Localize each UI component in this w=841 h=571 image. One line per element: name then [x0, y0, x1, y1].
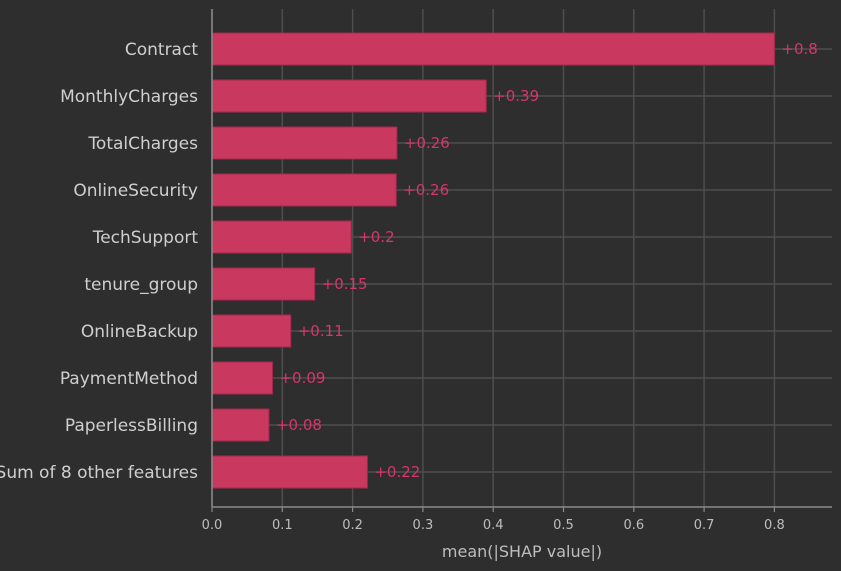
x-tick-label-5: 0.5	[553, 518, 574, 533]
bar-2	[211, 126, 398, 160]
bar-3	[211, 173, 397, 207]
axis-layer: Contract MonthlyCharges TotalCharges Online…	[0, 9, 832, 533]
bar-1	[211, 79, 487, 113]
bar-layer: +0.8 +0.39 +0.26 +0.26 +0.2 +0.15 +0.11 +0.09 +0…	[211, 32, 818, 489]
y-tick-label-9: Sum of 8 other features	[0, 463, 198, 483]
value-label-7: +0.09	[279, 369, 325, 387]
value-label-2: +0.26	[404, 134, 450, 152]
value-label-3: +0.26	[403, 181, 449, 199]
bar-8	[211, 408, 270, 442]
value-label-0: +0.8	[781, 40, 817, 58]
bar-7	[211, 361, 273, 395]
value-label-8: +0.08	[276, 416, 322, 434]
bar-4	[211, 220, 352, 254]
x-tick-label-2: 0.2	[342, 518, 363, 533]
x-tick-label-0: 0.0	[202, 518, 223, 533]
value-label-6: +0.11	[298, 322, 344, 340]
value-label-5: +0.15	[322, 275, 368, 293]
y-tick-label-0: Contract	[125, 40, 198, 60]
y-tick-label-4: TechSupport	[92, 228, 199, 248]
x-axis-label: mean(|SHAP value|)	[442, 542, 602, 561]
x-tick-label-4: 0.4	[483, 518, 504, 533]
bar-9	[211, 455, 368, 489]
x-tick-label-8: 0.8	[764, 518, 785, 533]
y-tick-label-7: PaymentMethod	[60, 369, 198, 389]
y-tick-label-8: PaperlessBilling	[65, 416, 198, 436]
y-tick-label-2: TotalCharges	[87, 134, 198, 154]
bar-5	[211, 267, 316, 301]
y-tick-label-3: OnlineSecurity	[73, 181, 198, 201]
value-label-1: +0.39	[493, 87, 539, 105]
value-label-9: +0.22	[374, 463, 420, 481]
x-tick-label-7: 0.7	[694, 518, 715, 533]
y-tick-label-6: OnlineBackup	[81, 322, 198, 342]
x-tick-label-3: 0.3	[413, 518, 434, 533]
y-tick-label-1: MonthlyCharges	[60, 87, 198, 107]
x-tick-label-1: 0.1	[272, 518, 293, 533]
bar-6	[211, 314, 292, 348]
x-tick-label-6: 0.6	[623, 518, 644, 533]
y-tick-label-5: tenure_group	[84, 275, 198, 295]
value-label-4: +0.2	[358, 228, 394, 246]
bar-0	[211, 32, 775, 66]
